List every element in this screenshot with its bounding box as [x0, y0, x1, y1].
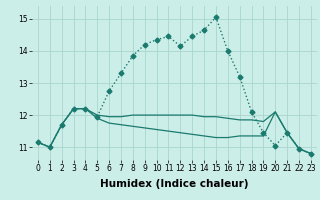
X-axis label: Humidex (Indice chaleur): Humidex (Indice chaleur) — [100, 179, 249, 189]
